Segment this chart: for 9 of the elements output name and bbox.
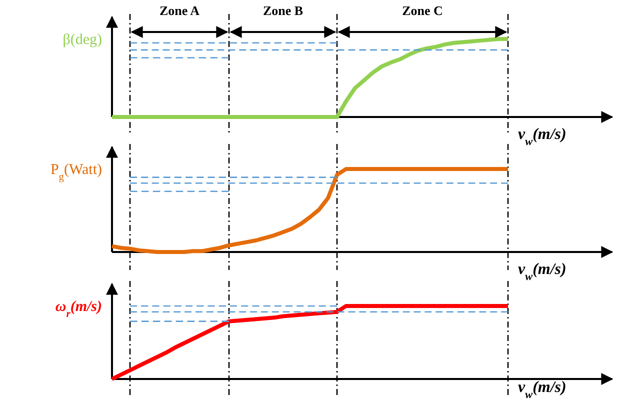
x-axis-title: v$_{w}$(m/s) bbox=[518, 261, 566, 283]
y-axis-title: ω$_{r}$(m/s) bbox=[55, 299, 102, 320]
y-axis-title: P$_{g}$(Watt) bbox=[50, 162, 102, 182]
text: Zone B bbox=[262, 3, 304, 18]
x-axis-title: v$_{w}$(m/s) bbox=[518, 126, 566, 148]
y-axis-title: β(deg) bbox=[62, 32, 102, 48]
text: Zone A bbox=[159, 3, 200, 18]
x-axis-title: v$_{w}$(m/s) bbox=[518, 379, 566, 401]
text: Zone C bbox=[402, 3, 443, 18]
